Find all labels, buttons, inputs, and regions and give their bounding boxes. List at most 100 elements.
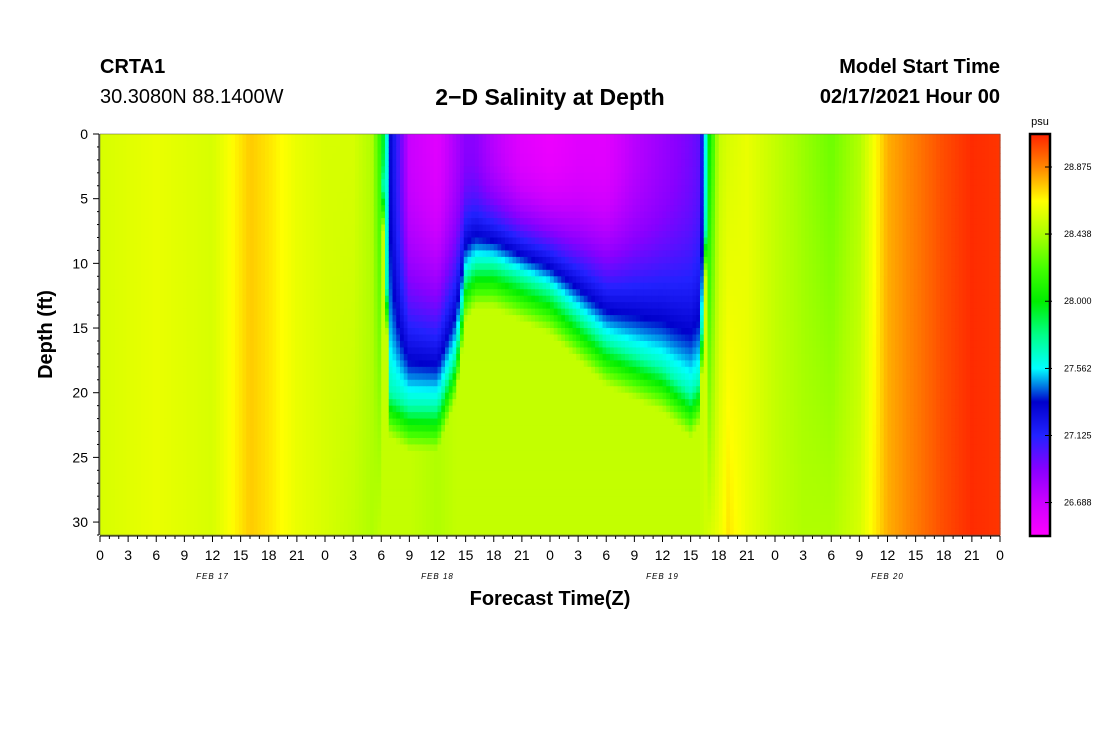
heatmap-cell [351, 173, 355, 180]
heatmap-cell [359, 173, 363, 180]
heatmap-cell [273, 490, 277, 497]
heatmap-cell [261, 328, 265, 335]
heatmap-cell [370, 322, 374, 329]
heatmap-cell [209, 218, 213, 225]
heatmap-cell [175, 432, 179, 439]
heatmap-cell [108, 367, 112, 374]
heatmap-cell [175, 179, 179, 186]
heatmap-cell [291, 237, 295, 244]
heatmap-cell [261, 444, 265, 451]
heatmap-cell [111, 529, 115, 536]
heatmap-cell [389, 250, 393, 257]
heatmap-cell [269, 406, 273, 413]
heatmap-cell [141, 289, 145, 296]
heatmap-cell [370, 283, 374, 290]
heatmap-cell [239, 393, 243, 400]
heatmap-cell [314, 140, 318, 147]
heatmap-cell [366, 373, 370, 380]
heatmap-cell [104, 516, 108, 523]
heatmap-cell [366, 231, 370, 238]
heatmap-cell [258, 380, 262, 387]
heatmap-cell [269, 496, 273, 503]
heatmap-cell [119, 186, 123, 193]
heatmap-cell [126, 354, 130, 361]
heatmap-cell [265, 173, 269, 180]
heatmap-cell [156, 153, 160, 160]
heatmap-cell [239, 373, 243, 380]
heatmap-cell [265, 483, 269, 490]
heatmap-cell [115, 347, 119, 354]
heatmap-cell [134, 212, 138, 219]
heatmap-cell [269, 490, 273, 497]
heatmap-cell [168, 192, 172, 199]
heatmap-cell [258, 483, 262, 490]
heatmap-cell [190, 212, 194, 219]
heatmap-cell [239, 386, 243, 393]
heatmap-cell [168, 438, 172, 445]
heatmap-cell [111, 509, 115, 516]
heatmap-cell [104, 328, 108, 335]
heatmap-cell [160, 166, 164, 173]
heatmap-cell [291, 309, 295, 316]
heatmap-cell [239, 134, 243, 141]
heatmap-cell [104, 250, 108, 257]
heatmap-cell [183, 438, 187, 445]
heatmap-cell [198, 477, 202, 484]
heatmap-cell [220, 270, 224, 277]
heatmap-cell [381, 289, 385, 296]
heatmap-cell [201, 432, 205, 439]
heatmap-cell [220, 283, 224, 290]
heatmap-cell [295, 419, 299, 426]
heatmap-cell [224, 218, 228, 225]
heatmap-cell [351, 419, 355, 426]
heatmap-cell [333, 464, 337, 471]
heatmap-cell [171, 237, 175, 244]
heatmap-cell [333, 432, 337, 439]
heatmap-cell [100, 225, 104, 232]
heatmap-cell [351, 328, 355, 335]
heatmap-cell [138, 270, 142, 277]
heatmap-cell [243, 289, 247, 296]
heatmap-cell [160, 186, 164, 193]
heatmap-cell [299, 179, 303, 186]
heatmap-cell [303, 309, 307, 316]
heatmap-cell [183, 160, 187, 167]
heatmap-cell [183, 263, 187, 270]
heatmap-cell [359, 250, 363, 257]
heatmap-cell [344, 302, 348, 309]
heatmap-cell [168, 212, 172, 219]
heatmap-cell [209, 153, 213, 160]
heatmap-cell [145, 322, 149, 329]
heatmap-cell [168, 490, 172, 497]
heatmap-cell [243, 250, 247, 257]
heatmap-cell [351, 360, 355, 367]
heatmap-cell [156, 470, 160, 477]
heatmap-cell [355, 432, 359, 439]
heatmap-cell [363, 457, 367, 464]
heatmap-cell [156, 263, 160, 270]
heatmap-cell [333, 140, 337, 147]
heatmap-cell [108, 529, 112, 536]
heatmap-cell [216, 483, 220, 490]
heatmap-cell [213, 529, 217, 536]
heatmap-cell [344, 386, 348, 393]
heatmap-cell [126, 522, 130, 529]
heatmap-cell [220, 509, 224, 516]
heatmap-cell [246, 289, 250, 296]
heatmap-cell [258, 373, 262, 380]
heatmap-cell [213, 328, 217, 335]
heatmap-cell [310, 522, 314, 529]
heatmap-cell [366, 457, 370, 464]
heatmap-cell [119, 354, 123, 361]
heatmap-cell [100, 250, 104, 257]
heatmap-cell [273, 412, 277, 419]
heatmap-cell [213, 438, 217, 445]
heatmap-cell [295, 250, 299, 257]
heatmap-cell [370, 335, 374, 342]
heatmap-cell [314, 289, 318, 296]
heatmap-cell [198, 444, 202, 451]
heatmap-cell [359, 399, 363, 406]
heatmap-cell [276, 367, 280, 374]
heatmap-cell [265, 302, 269, 309]
heatmap-cell [299, 160, 303, 167]
